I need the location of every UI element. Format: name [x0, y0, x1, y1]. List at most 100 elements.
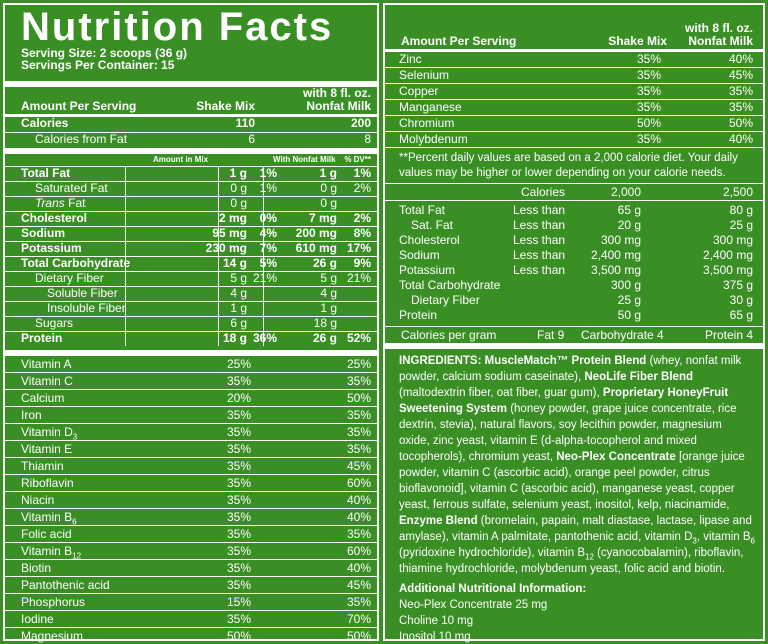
- shake-mix-value: 35%: [227, 561, 252, 575]
- divider: [385, 147, 763, 148]
- nutrient-row: Cholesterol 2 mg 0% 7 mg 2%: [5, 212, 377, 226]
- divider: [385, 183, 763, 184]
- vitamin-row: Vitamin E 35% 35%: [5, 441, 377, 457]
- divider: [385, 83, 763, 84]
- column-separator: [218, 166, 219, 346]
- vitamin-name: Pantothenic acid: [21, 578, 110, 592]
- mix-amount: 1 g: [229, 166, 247, 180]
- header-row-line1: with 8 fl. oz.: [385, 22, 763, 35]
- nonfat-milk-value: 35%: [728, 100, 753, 114]
- row-label: Potassium: [21, 241, 82, 255]
- divider: [385, 131, 763, 132]
- serving-size: Serving Size: 2 scoops (36 g): [21, 46, 188, 60]
- row-label: Niacin: [21, 492, 54, 508]
- vitamin-name: Vitamin B: [21, 510, 73, 524]
- vitamin-name: Riboflavin: [21, 476, 74, 490]
- vitamin-row: Vitamin D3 35% 35%: [5, 424, 377, 441]
- divider: [5, 271, 377, 272]
- milk-amount: 26 g: [312, 331, 337, 345]
- row-label: Cholesterol: [21, 211, 88, 225]
- milk-amount: 1 g: [319, 166, 337, 180]
- divider: [5, 350, 377, 356]
- mix-amount: 5 g: [230, 271, 247, 285]
- row-label: Vitamin C: [21, 373, 73, 389]
- row-label: Sodium: [399, 248, 440, 262]
- dv-2500-value: 30 g: [729, 293, 753, 307]
- row-label-rest: Fat: [64, 196, 86, 210]
- shake-mix-value: 110: [235, 116, 255, 130]
- dv-2000-value: 25 g: [617, 293, 641, 307]
- dv-2500-value: 2,400 mg: [702, 248, 753, 262]
- vitamins-section: Vitamin A 25% 25% Vitamin C 35% 35% Calcium 20%…: [5, 356, 377, 644]
- header-row-line1: with 8 fl. oz.: [5, 87, 377, 100]
- shake-mix-value: 35%: [227, 612, 252, 626]
- mix-amount: 18 g: [222, 331, 247, 345]
- milk-amount: 1 g: [320, 301, 337, 315]
- row-label: Copper: [399, 84, 439, 98]
- column-separator: [125, 166, 126, 346]
- nonfat-milk-value: 45%: [346, 459, 371, 473]
- dv-2500-value: 25 g: [729, 218, 753, 232]
- ingredient-text: (maltodextrin fiber, oat fiber, guar gum…: [399, 387, 603, 399]
- additional-info-item: Inositol 10 mg: [399, 631, 471, 643]
- divider: [5, 256, 377, 257]
- milk-dv: 1%: [353, 166, 371, 180]
- row-label: Total Fat: [399, 203, 446, 217]
- nonfat-milk-value: 50%: [346, 391, 371, 405]
- milk-dv: 21%: [346, 271, 371, 285]
- nonfat-milk-value: 50%: [346, 629, 371, 643]
- vitamin-name: Vitamin B: [21, 544, 73, 558]
- dv-table-header: Calories 2,000 2,500: [385, 184, 763, 200]
- shake-mix-value: 25%: [227, 357, 252, 371]
- divider: [5, 457, 377, 458]
- row-label: Total Fat: [21, 166, 71, 180]
- shake-mix-value: 15%: [227, 595, 252, 609]
- row-label: Trans Fat: [35, 197, 85, 210]
- dv-table: Total Fat Less than 65 g 80 g Sat. Fat Less t…: [385, 201, 763, 323]
- mineral-row: Zinc 35% 40%: [385, 52, 763, 67]
- amount-per-serving-label: Amount Per Serving: [21, 99, 137, 113]
- row-label: Vitamin A: [21, 356, 71, 372]
- milk-dv: 17%: [346, 241, 371, 255]
- divider: [5, 559, 377, 560]
- divider: [5, 181, 377, 182]
- nutrition-facts-left-panel: Nutrition Facts Serving Size: 2 scoops (…: [3, 3, 379, 644]
- dv-2000-value: 65 g: [617, 203, 641, 217]
- row-label: Manganese: [399, 100, 462, 114]
- vitamin-row: Vitamin B12 35% 60%: [5, 543, 377, 560]
- amount-in-mix-label: Amount in Mix: [153, 155, 209, 164]
- vitamin-row: Biotin 35% 40%: [5, 560, 377, 576]
- row-label: Dietary Fiber: [35, 271, 104, 285]
- divider: [5, 196, 377, 197]
- nutrient-row: Total Carbohydrate 14 g 5% 26 g 9%: [5, 257, 377, 271]
- vitamin-name: Vitamin A: [21, 357, 72, 371]
- nonfat-milk-value: 35%: [346, 425, 371, 439]
- mix-amount: 2 mg: [218, 211, 247, 225]
- row-label: Biotin: [21, 560, 51, 576]
- vitamin-row: Iron 35% 35%: [5, 407, 377, 423]
- row-label: Vitamin D3: [21, 424, 77, 441]
- vitamin-name: Iodine: [21, 612, 54, 626]
- shake-mix-value: 35%: [227, 459, 252, 473]
- nutrient-row: Protein 18 g 36% 26 g 52%: [5, 332, 377, 346]
- milk-dv: 8%: [353, 226, 371, 240]
- milk-amount: 5 g: [320, 271, 337, 285]
- row-label: Insoluble Fiber: [47, 301, 126, 315]
- mix-amount: 95 mg: [212, 226, 247, 240]
- nutrition-facts-right-panel: with 8 fl. oz. Amount Per Serving Shake …: [383, 3, 765, 643]
- qualifier: Less than: [513, 248, 566, 262]
- divider: [5, 316, 377, 317]
- nutrients-section: Total Fat 1 g 1% 1 g 1% Saturated Fat 0 g 1% 0 g…: [5, 166, 377, 346]
- row-label: Phosphorus: [21, 594, 85, 610]
- divider: [5, 132, 377, 133]
- divider: [5, 593, 377, 594]
- divider: [385, 49, 763, 52]
- milk-amount: 26 g: [312, 256, 337, 270]
- nonfat-milk-value: 200: [350, 116, 371, 130]
- calories-section: Calories 110 200 Calories from Fat 6 8: [5, 117, 377, 148]
- vitamin-row: Riboflavin 35% 60%: [5, 475, 377, 491]
- mineral-row: Chromium 50% 50%: [385, 116, 763, 131]
- milk-amount: 4 g: [320, 286, 337, 300]
- nutrient-row: Potassium 230 mg 7% 610 mg 17%: [5, 242, 377, 256]
- row-label: Vitamin E: [21, 441, 72, 457]
